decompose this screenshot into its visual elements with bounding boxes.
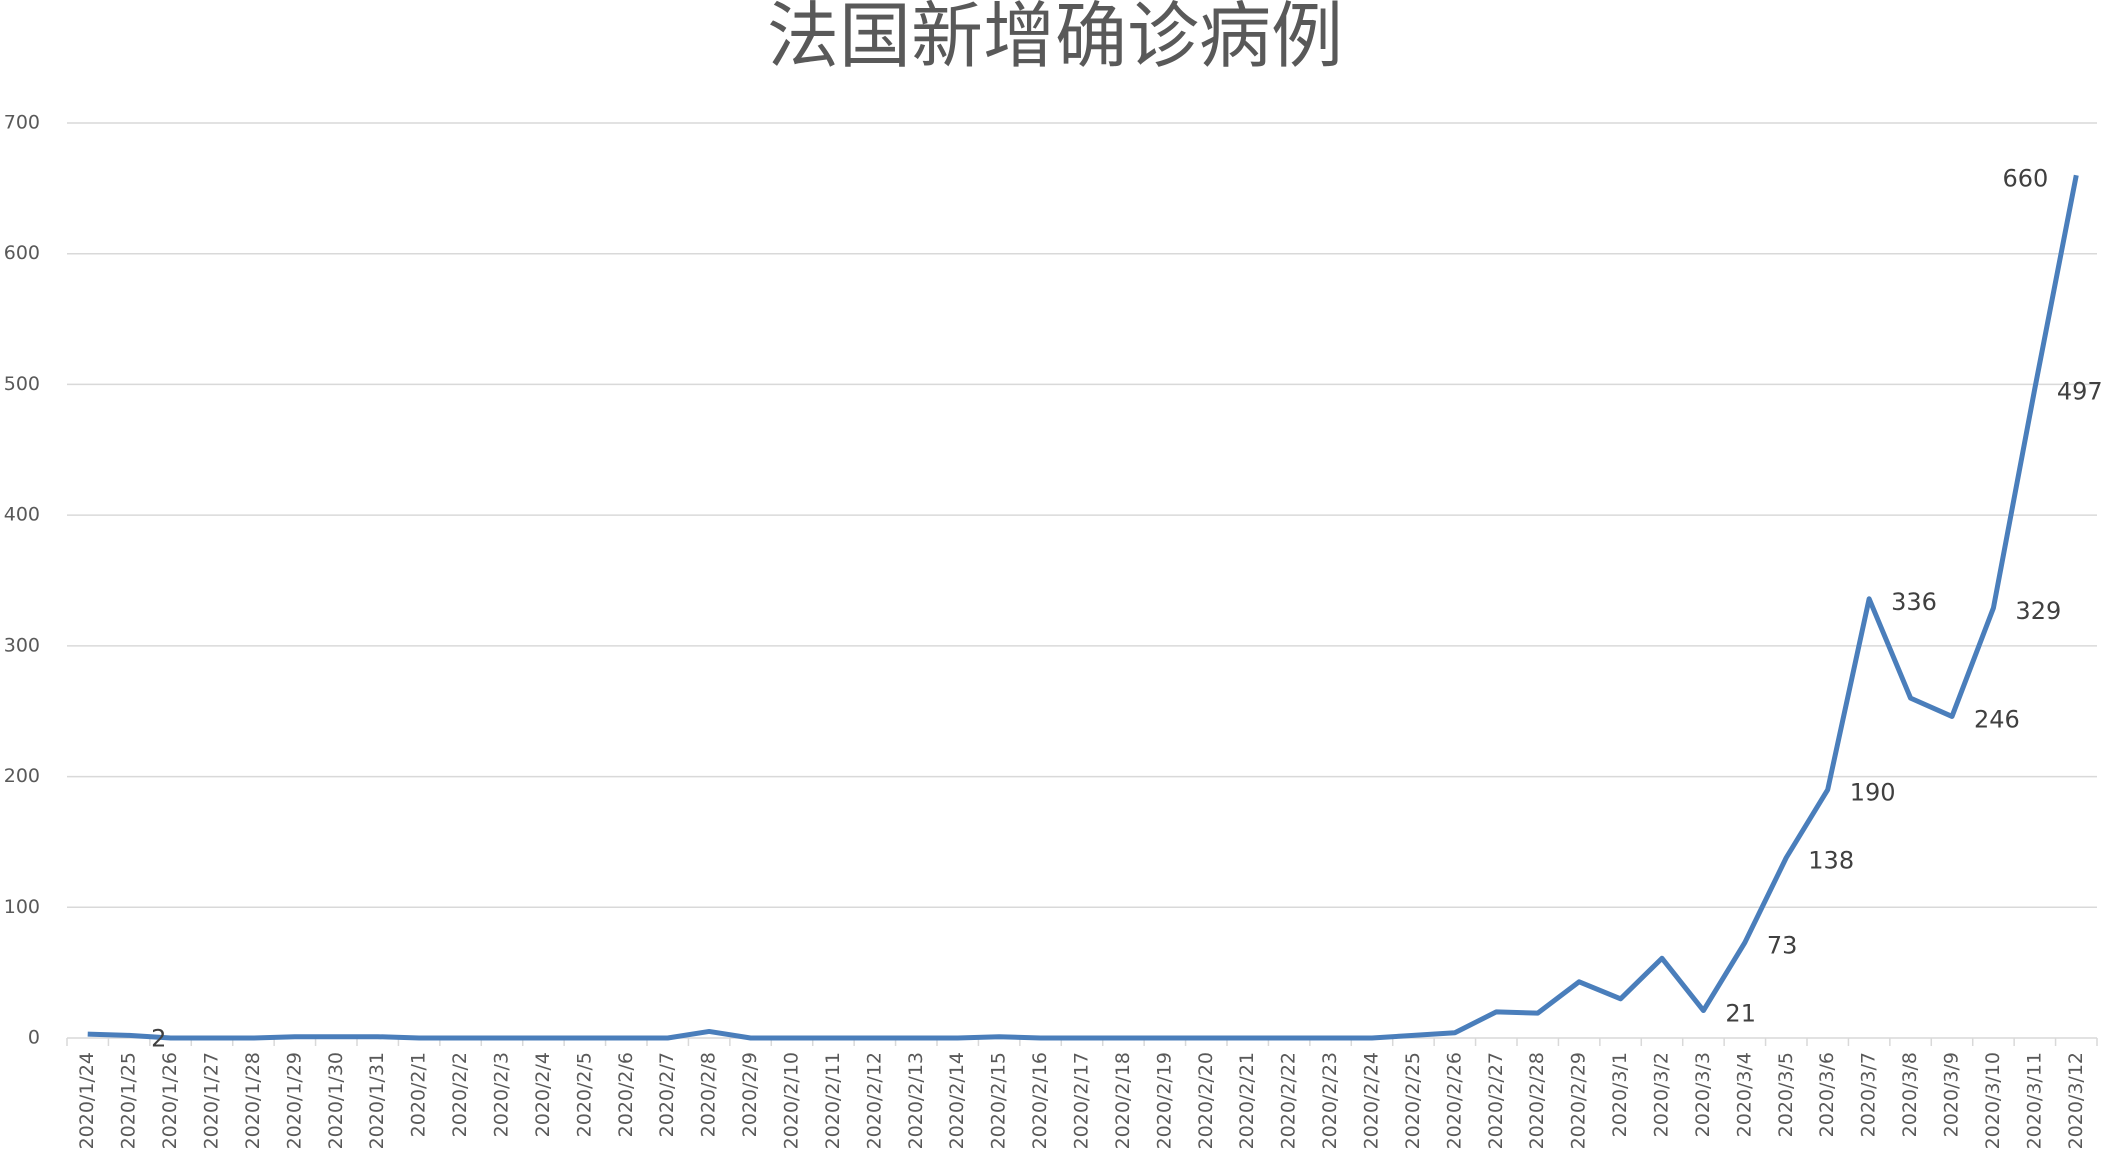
- x-tick-label: 2020/2/9: [739, 1052, 761, 1137]
- x-tick-label: 2020/3/7: [1858, 1052, 1880, 1137]
- data-label: 138: [1808, 847, 1854, 875]
- data-label: 660: [2002, 164, 2048, 192]
- y-tick-label: 500: [4, 373, 40, 395]
- x-tick-label: 2020/3/1: [1609, 1052, 1631, 1137]
- data-label: 336: [1891, 588, 1937, 616]
- x-tick-label: 2020/2/3: [491, 1052, 513, 1137]
- y-tick-label: 400: [4, 504, 40, 526]
- x-tick-label: 2020/2/6: [615, 1052, 637, 1137]
- x-tick-label: 2020/3/2: [1651, 1052, 1673, 1137]
- x-tick-label: 2020/2/12: [863, 1052, 885, 1149]
- data-label: 2: [151, 1024, 166, 1052]
- y-tick-label: 0: [28, 1027, 40, 1049]
- chart-title: 法国新增确诊病例: [767, 0, 1343, 78]
- x-tick-label: 2020/1/26: [159, 1052, 181, 1149]
- y-tick-label: 700: [4, 112, 40, 134]
- x-tick-label: 2020/2/29: [1568, 1052, 1590, 1149]
- x-tick-label: 2020/3/4: [1733, 1052, 1755, 1137]
- x-tick-label: 2020/2/11: [822, 1052, 844, 1149]
- x-tick-label: 2020/1/30: [325, 1052, 347, 1149]
- x-tick-label: 2020/2/26: [1443, 1052, 1465, 1149]
- x-tick-label: 2020/2/1: [408, 1052, 430, 1137]
- data-label: 21: [1725, 1000, 1756, 1028]
- x-tick-label: 2020/1/27: [201, 1052, 223, 1149]
- x-tick-label: 2020/3/8: [1899, 1052, 1921, 1137]
- y-tick-label: 300: [4, 634, 40, 656]
- x-tick-label: 2020/2/28: [1526, 1052, 1548, 1149]
- x-tick-label: 2020/1/28: [242, 1052, 264, 1149]
- y-tick-label: 200: [4, 765, 40, 787]
- x-tick-label: 2020/2/20: [1195, 1052, 1217, 1149]
- x-tick-label: 2020/3/5: [1775, 1052, 1797, 1137]
- x-tick-label: 2020/2/10: [781, 1052, 803, 1149]
- x-tick-label: 2020/2/16: [1029, 1052, 1051, 1149]
- x-tick-label: 2020/2/27: [1485, 1052, 1507, 1149]
- x-tick-label: 2020/2/5: [573, 1052, 595, 1137]
- data-label: 73: [1767, 932, 1798, 960]
- x-tick-label: 2020/3/11: [2023, 1052, 2045, 1149]
- x-tick-label: 2020/2/2: [449, 1052, 471, 1137]
- data-line: [87, 174, 2079, 1041]
- x-tick-label: 2020/2/19: [1153, 1052, 1175, 1149]
- x-tick-label: 2020/2/25: [1402, 1052, 1424, 1149]
- x-tick-label: 2020/1/29: [283, 1052, 305, 1149]
- y-tick-label: 600: [4, 242, 40, 264]
- data-label: 497: [2057, 377, 2102, 405]
- x-tick-label: 2020/3/10: [1982, 1052, 2004, 1149]
- y-tick-label: 100: [4, 896, 40, 918]
- x-tick-label: 2020/2/14: [946, 1052, 968, 1149]
- data-label: 329: [2015, 597, 2061, 625]
- x-tick-label: 2020/2/4: [532, 1052, 554, 1137]
- x-tick-label: 2020/1/24: [76, 1052, 98, 1149]
- x-tick-label: 2020/3/6: [1816, 1052, 1838, 1137]
- x-tick-label: 2020/2/8: [698, 1052, 720, 1137]
- x-tick-label: 2020/3/12: [2065, 1052, 2087, 1149]
- x-tick-label: 2020/1/31: [366, 1052, 388, 1149]
- x-tick-label: 2020/2/22: [1278, 1052, 1300, 1149]
- x-tick-label: 2020/1/25: [118, 1052, 140, 1149]
- x-tick-label: 2020/2/15: [988, 1052, 1010, 1149]
- x-tick-label: 2020/2/23: [1319, 1052, 1341, 1149]
- x-tick-label: 2020/3/9: [1941, 1052, 1963, 1137]
- data-label: 190: [1850, 779, 1896, 807]
- data-label: 246: [1974, 705, 2020, 733]
- x-tick-label: 2020/2/7: [656, 1052, 678, 1137]
- x-tick-label: 2020/2/18: [1112, 1052, 1134, 1149]
- x-tick-label: 2020/2/13: [905, 1052, 927, 1149]
- x-tick-label: 2020/2/17: [1071, 1052, 1093, 1149]
- x-tick-label: 2020/2/24: [1361, 1052, 1383, 1149]
- x-tick-label: 2020/3/3: [1692, 1052, 1714, 1137]
- x-tick-label: 2020/2/21: [1236, 1052, 1258, 1149]
